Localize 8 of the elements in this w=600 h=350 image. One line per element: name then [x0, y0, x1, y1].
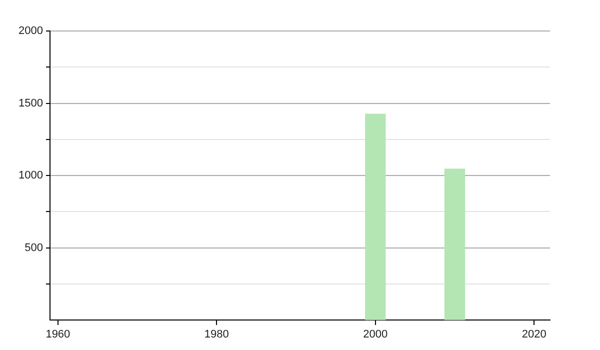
x-tick-label: 1980: [204, 328, 229, 341]
x-tick-label: 2020: [522, 328, 546, 341]
y-tick-label: 500: [24, 242, 43, 254]
y-tick-label: 1500: [18, 97, 43, 110]
y-tick-label: 2000: [18, 25, 43, 38]
x-tick-label: 2000: [363, 328, 388, 341]
x-tick-label: 1960: [46, 328, 70, 341]
y-tick-label: 1000: [18, 170, 43, 182]
